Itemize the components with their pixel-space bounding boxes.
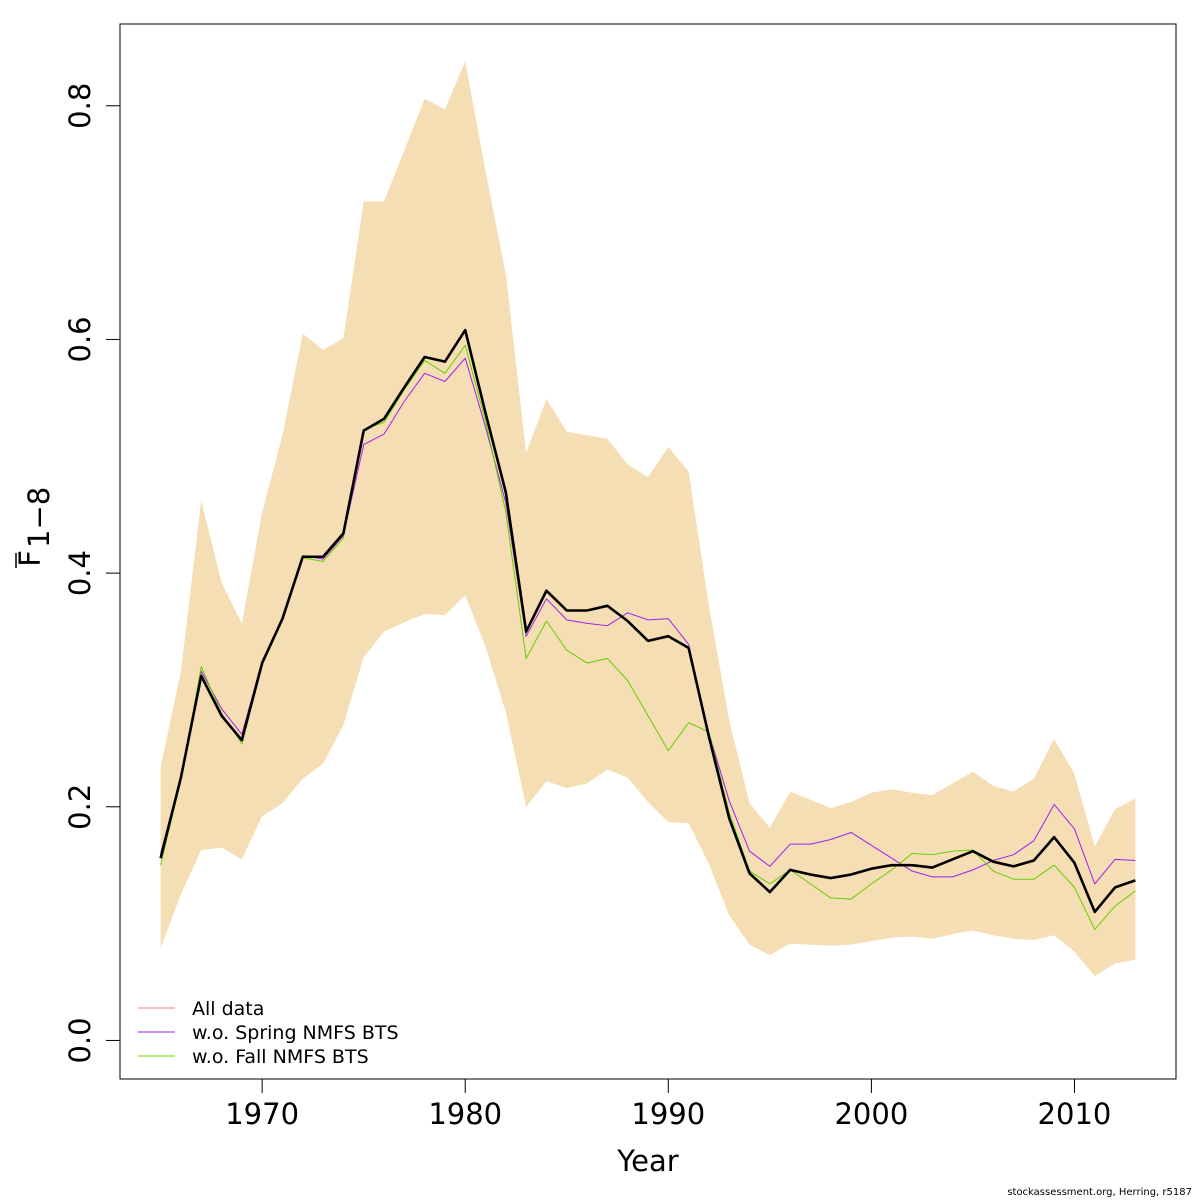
x-tick-label: 2010 <box>1038 1097 1112 1131</box>
y-tick-label: 0.6 <box>63 316 97 362</box>
y-tick-label: 0.8 <box>63 83 97 129</box>
y-tick-label: 0.4 <box>63 550 97 596</box>
series-line-w-o-spring-nmfs-bts <box>160 357 1136 885</box>
y-axis-title: F 1−8 <box>13 487 56 568</box>
y-axis-title-main: F <box>13 550 47 567</box>
y-tick-label: 0.0 <box>63 1017 97 1063</box>
series-line-all-data <box>159 328 1136 914</box>
x-tick-label: 1970 <box>225 1097 299 1131</box>
legend-label: w.o. Fall NMFS BTS <box>192 1046 369 1068</box>
y-tick-label: 0.2 <box>63 784 97 830</box>
x-axis: 1970 1980 1990 2000 2010 <box>225 1078 1112 1131</box>
x-axis-title: Year <box>616 1144 678 1178</box>
x-tick-label: 1990 <box>631 1097 705 1131</box>
y-axis-title-subscript: 1−8 <box>22 487 56 548</box>
footer-credit: stockassessment.org, Herring, r5187 <box>1007 1187 1192 1198</box>
confidence-band <box>160 61 1136 977</box>
y-axis: 0.0 0.2 0.4 0.6 0.8 <box>63 83 121 1064</box>
x-tick-label: 2000 <box>834 1097 908 1131</box>
legend-label: w.o. Spring NMFS BTS <box>192 1022 399 1044</box>
legend-label: All data <box>192 998 264 1020</box>
x-tick-label: 1980 <box>428 1097 502 1131</box>
plot-layer <box>159 61 1136 977</box>
